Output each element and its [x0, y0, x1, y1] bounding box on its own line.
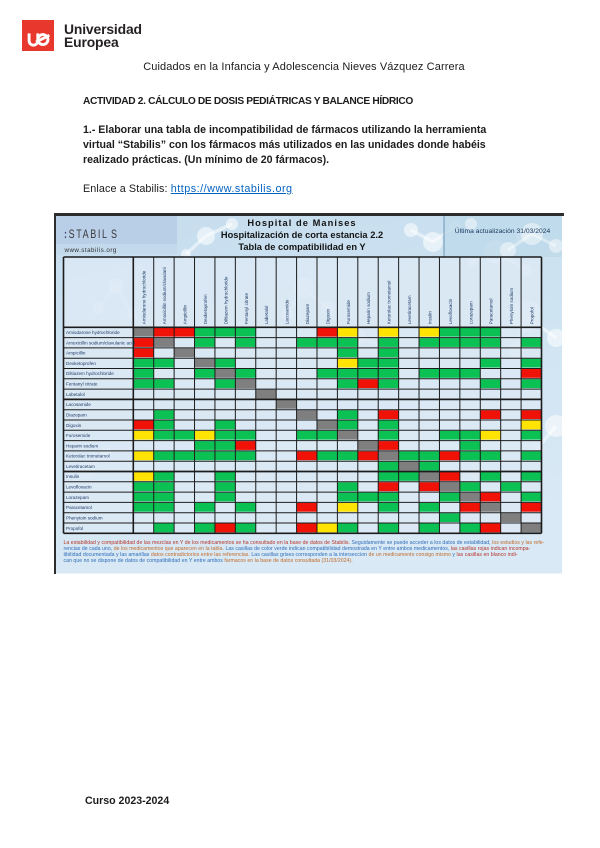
svg-text:Diltiazem hydrochloride: Diltiazem hydrochloride — [66, 371, 114, 376]
svg-text:Ketorolac trometamol: Ketorolac trometamol — [66, 454, 110, 459]
svg-text:Levetiracetam: Levetiracetam — [66, 464, 95, 469]
svg-text:Insulin: Insulin — [427, 311, 432, 325]
svg-text:Ketorolac trometamol: Ketorolac trometamol — [386, 281, 391, 325]
svg-text:Phenytoin sodium: Phenytoin sodium — [66, 515, 103, 520]
svg-text:Paracetamol: Paracetamol — [66, 505, 92, 510]
svg-text:Heparin sodium: Heparin sodium — [66, 443, 98, 448]
svg-text:Lacosamide: Lacosamide — [66, 402, 91, 407]
svg-text:Levetiracetam: Levetiracetam — [407, 295, 412, 324]
svg-text:Digoxin: Digoxin — [66, 423, 82, 428]
svg-text:Diazepam: Diazepam — [66, 412, 87, 417]
svg-text:Phenytoin sodium: Phenytoin sodium — [509, 288, 514, 325]
svg-text:Ampicillin: Ampicillin — [182, 304, 187, 324]
svg-text:Lorazepam: Lorazepam — [468, 301, 473, 324]
svg-text:Dexketoprofen: Dexketoprofen — [66, 361, 96, 366]
svg-text:Lacosamide: Lacosamide — [284, 299, 289, 324]
svg-text:Furosemide: Furosemide — [66, 433, 91, 438]
svg-text:Diltiazem hydrochloride: Diltiazem hydrochloride — [223, 276, 228, 324]
svg-text:Amoxicillin sodium/clavulanic: Amoxicillin sodium/clavulanic acid — [66, 340, 135, 345]
svg-text:Levofloxacin: Levofloxacin — [447, 298, 452, 324]
svg-text:Diazepam: Diazepam — [305, 303, 310, 324]
svg-text:Labetalol: Labetalol — [264, 306, 269, 325]
svg-text:Ampicillin: Ampicillin — [66, 351, 86, 356]
svg-text:Propofol: Propofol — [529, 307, 534, 324]
svg-text:Lorazepam: Lorazepam — [66, 495, 89, 500]
svg-text:Paracetamol: Paracetamol — [488, 299, 493, 325]
svg-text:Dexketoprofen: Dexketoprofen — [202, 294, 207, 324]
svg-text:Fentanyl citrate: Fentanyl citrate — [66, 382, 98, 387]
svg-text:Furosemide: Furosemide — [345, 300, 350, 325]
svg-text:Digoxin: Digoxin — [325, 309, 330, 325]
svg-text:Fentanyl citrate: Fentanyl citrate — [243, 292, 248, 324]
svg-text:Insulin: Insulin — [66, 474, 80, 479]
svg-text:Labetalol: Labetalol — [66, 392, 85, 397]
svg-text:Amiodarone hydrochloride: Amiodarone hydrochloride — [66, 330, 120, 335]
svg-text:Propofol: Propofol — [66, 526, 83, 531]
svg-text:Amoxicillin sodium/clavulani: Amoxicillin sodium/clavulani — [162, 267, 167, 324]
svg-text:Heparin sodium: Heparin sodium — [366, 292, 371, 324]
svg-text:Levofloxacin: Levofloxacin — [66, 485, 92, 490]
svg-text:Amiodarone hydrochloride: Amiodarone hydrochloride — [141, 270, 146, 324]
